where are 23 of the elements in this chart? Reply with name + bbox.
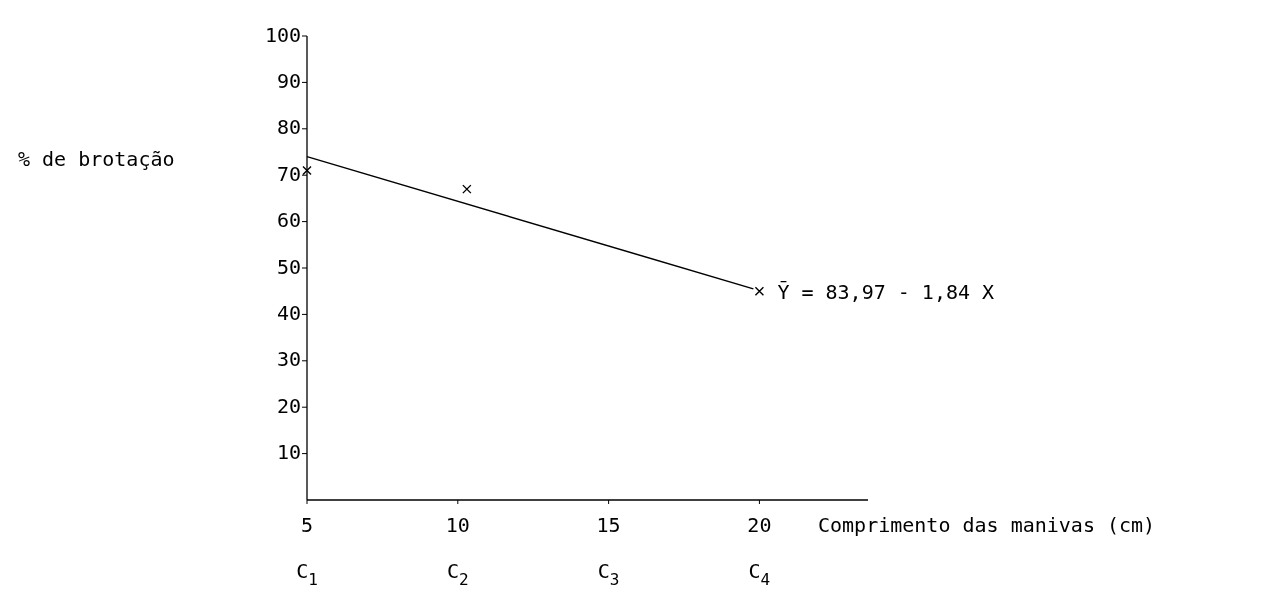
x-axis-title: Comprimento das manivas (cm) <box>818 513 1156 537</box>
y-tick-label: 90 <box>276 68 301 93</box>
y-tick-label: 20 <box>276 393 301 418</box>
y-tick-label: 60 <box>276 208 301 233</box>
x-tick-label: 10 <box>445 513 470 537</box>
y-tick-label: 10 <box>276 440 301 465</box>
y-tick-label: 50 <box>276 254 301 279</box>
y-tick-label: 30 <box>276 347 301 372</box>
x-tick-label: 5 <box>300 513 314 537</box>
text: C$_{1}$ <box>296 559 318 590</box>
y-tick-label: 80 <box>276 115 301 140</box>
y-tick-label: 70 <box>276 161 301 186</box>
point <box>302 165 312 176</box>
y-axis-title: % de brotação <box>18 147 175 171</box>
x-tick-label: 15 <box>596 513 621 537</box>
y-tick-label: 100 <box>264 22 301 47</box>
y-tick-label: 40 <box>276 300 301 325</box>
annotation: Ȳ = 83,97 - 1,84 X <box>777 279 995 304</box>
text: C$_{2}$ <box>446 559 469 590</box>
point <box>462 184 472 194</box>
text: C$_{4}$ <box>748 559 771 590</box>
text: C$_{3}$ <box>597 559 620 590</box>
x-tick-label: 20 <box>747 513 772 537</box>
